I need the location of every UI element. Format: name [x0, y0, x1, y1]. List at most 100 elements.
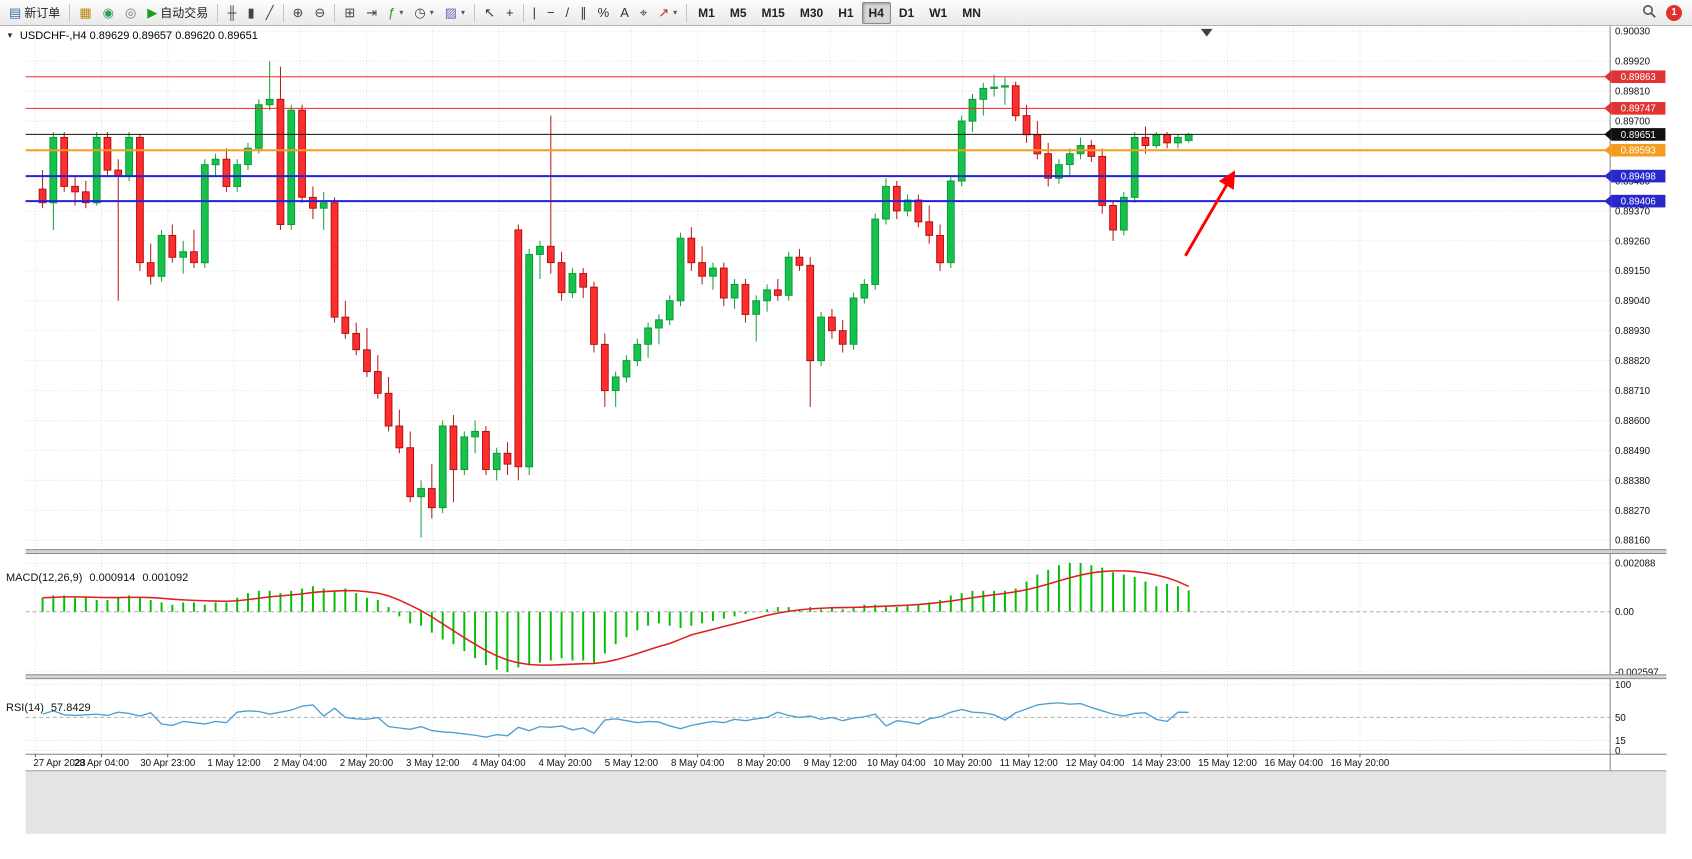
auto-scroll-button[interactable]: ⇥: [361, 2, 382, 24]
notification-badge[interactable]: 1: [1666, 4, 1682, 21]
chart-shift-marker[interactable]: [1200, 28, 1213, 37]
zoom-in-button[interactable]: ⊕: [288, 2, 309, 24]
svg-text:0.89747: 0.89747: [1621, 104, 1656, 115]
chart-canvas[interactable]: 0.900300.899200.898100.897000.895900.894…: [0, 26, 1692, 859]
periods-button[interactable]: ◷ ▾: [409, 2, 438, 24]
candlestick-chart-button[interactable]: ▮: [243, 2, 260, 24]
toolbar-separator: [522, 3, 524, 22]
svg-text:3 May 12:00: 3 May 12:00: [406, 758, 460, 769]
line-chart-button[interactable]: ╱: [261, 2, 279, 24]
rsi-label-row: RSI(14) 57.8429: [6, 702, 91, 714]
chart-window[interactable]: 0.900300.899200.898100.897000.895900.894…: [0, 26, 1692, 859]
candlestick-chart-icon: ▮: [247, 5, 255, 20]
timeframe-m30[interactable]: M30: [793, 2, 830, 24]
channel-button[interactable]: ∥: [575, 2, 592, 24]
toolbar-separator: [282, 3, 284, 22]
trend-arrow-annotation[interactable]: [1184, 170, 1236, 257]
toolbar-separator: [217, 3, 219, 22]
timeframe-d1[interactable]: D1: [892, 2, 921, 24]
svg-text:0.89810: 0.89810: [1615, 87, 1651, 98]
fibonacci-icon: %: [597, 5, 610, 20]
new-order-button[interactable]: ▤ 新订单: [4, 2, 65, 24]
indicator-axis-labels: 0.002088 0.00 -0.002597 100 50 150: [1615, 559, 1659, 757]
price-tags: 0.89863 0.89747 0.89651 0.89593 0.89498 0.894…: [1604, 70, 1666, 208]
toolbar-buttons: ▤ 新订单 ▦ ◉ ◎ ▶ 自动交易 ╫ ▮ ╱ ⊕ ⊖ ⊞ ⇥ ƒ ▾ ◷ ▾ ▨ ▾ ↖ + | − / ∥% A ⌖ ↗ ▾ M1 M5…: [4, 1, 988, 24]
svg-text:8 May 04:00: 8 May 04:00: [671, 758, 725, 769]
macd-label-row: MACD(12,26,9) 0.000914 0.001092: [6, 572, 188, 584]
zoom-in-icon: ⊕: [292, 5, 304, 20]
arrows-icon: ↗: [658, 5, 670, 20]
one-click-trading-toggle[interactable]: ▼: [6, 31, 14, 40]
svg-text:12 May 04:00: 12 May 04:00: [1066, 758, 1125, 769]
label-button[interactable]: ⌖: [635, 2, 652, 24]
fibonacci-button[interactable]: %: [593, 2, 615, 24]
zoom-out-icon: ⊖: [314, 5, 326, 20]
timeframe-w1[interactable]: W1: [922, 2, 954, 24]
timeframe-m5[interactable]: M5: [723, 2, 754, 24]
periods-icon: ◷: [414, 5, 426, 20]
macd-signal-line: [42, 570, 1190, 666]
profiles-button[interactable]: ◉: [98, 2, 119, 24]
timeframe-m15[interactable]: M15: [755, 2, 792, 24]
indicators-icon: ƒ: [388, 5, 396, 20]
cursor-button[interactable]: ↖: [479, 2, 500, 24]
zoom-out-button[interactable]: ⊖: [309, 2, 330, 24]
panel-divider[interactable]: [25, 549, 1667, 554]
rsi-value: 57.8429: [50, 702, 91, 714]
svg-text:0.90030: 0.90030: [1615, 27, 1651, 38]
svg-text:2 May 20:00: 2 May 20:00: [340, 758, 394, 769]
timeframe-m5-label: M5: [729, 5, 747, 20]
tile-windows-button[interactable]: ⊞: [339, 2, 360, 24]
indicators-button[interactable]: ƒ ▾: [383, 2, 408, 24]
svg-text:-0.002597: -0.002597: [1615, 667, 1659, 678]
charts-icon: ▦: [79, 5, 92, 20]
panel-divider[interactable]: [25, 674, 1667, 679]
vertical-line-button[interactable]: |: [528, 2, 541, 24]
search-button[interactable]: [1637, 2, 1662, 24]
svg-text:30 Apr 23:00: 30 Apr 23:00: [140, 758, 196, 769]
timeframe-mn[interactable]: MN: [955, 2, 988, 24]
auto-trading-icon: ▶: [147, 5, 158, 20]
timeframe-mn-label: MN: [962, 5, 981, 20]
toolbar-separator: [334, 3, 336, 22]
trendline-icon: /: [565, 5, 570, 20]
text-icon: A: [620, 5, 629, 20]
timeframe-m1-label: M1: [698, 5, 715, 20]
horizontal-line-button[interactable]: −: [542, 2, 560, 24]
timeframe-h4[interactable]: H4: [861, 1, 891, 24]
time-gridlines: [34, 27, 1361, 755]
timeframe-m1[interactable]: M1: [691, 2, 722, 24]
crosshair-button[interactable]: +: [501, 2, 519, 24]
line-chart-icon: ╱: [265, 5, 274, 20]
chart-symbol-info: USDCHF-,H4 0.89629 0.89657 0.89620 0.896…: [19, 30, 258, 42]
vertical-line-icon: |: [532, 5, 536, 20]
label-icon: ⌖: [639, 5, 648, 20]
svg-text:0.89700: 0.89700: [1615, 116, 1651, 127]
toolbar-separator: [474, 3, 476, 22]
trendline-button[interactable]: /: [561, 2, 575, 24]
svg-text:0.88600: 0.88600: [1615, 416, 1651, 427]
new-order-icon: ▤: [9, 5, 22, 20]
auto-trading-button[interactable]: ▶ 自动交易: [142, 2, 213, 24]
arrows-button[interactable]: ↗ ▾: [653, 2, 682, 24]
channel-icon: ∥: [580, 5, 587, 20]
text-button[interactable]: A: [615, 2, 634, 24]
bar-chart-icon: ╫: [227, 5, 237, 20]
bar-chart-button[interactable]: ╫: [222, 2, 241, 24]
svg-text:0.89593: 0.89593: [1621, 146, 1656, 157]
svg-text:14 May 23:00: 14 May 23:00: [1132, 758, 1191, 769]
svg-text:15 May 12:00: 15 May 12:00: [1198, 758, 1257, 769]
crosshair-icon: +: [505, 5, 514, 20]
support-button[interactable]: ◎: [120, 2, 141, 24]
profiles-icon: ◉: [102, 5, 114, 20]
svg-text:0: 0: [1615, 746, 1621, 757]
svg-text:0.89863: 0.89863: [1621, 72, 1656, 83]
charts-button[interactable]: ▦: [74, 2, 96, 24]
templates-button[interactable]: ▨ ▾: [440, 2, 470, 24]
toolbar-separator: [686, 3, 688, 22]
macd-value-signal: 0.001092: [142, 572, 189, 584]
timeframe-h1[interactable]: H1: [831, 2, 860, 24]
timeframe-w1-label: W1: [929, 5, 948, 20]
horizontal-price-lines[interactable]: [25, 76, 1611, 203]
